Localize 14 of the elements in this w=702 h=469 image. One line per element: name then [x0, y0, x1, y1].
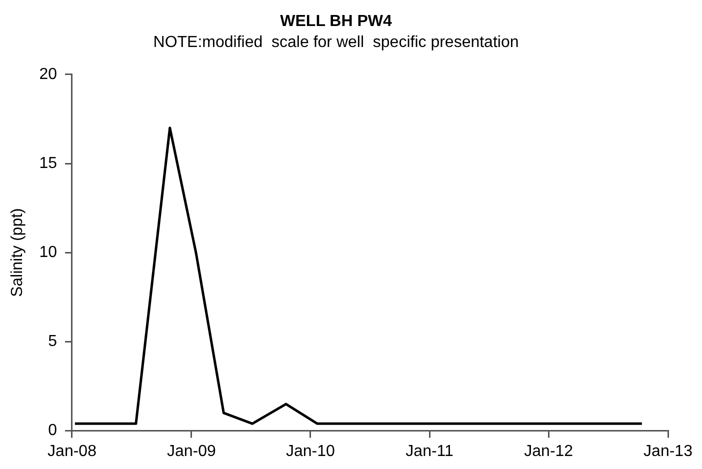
x-tick-label: Jan-11: [406, 442, 454, 460]
y-tick-label: 0: [48, 422, 58, 440]
y-tick-label: 15: [39, 154, 58, 172]
x-tick-label: Jan-13: [644, 442, 693, 460]
y-tick-label: 5: [48, 333, 58, 350]
x-tick-label: Jan-08: [48, 442, 97, 460]
x-tick-label: Jan-09: [166, 442, 216, 460]
y-tick-label: 10: [39, 244, 58, 262]
y-axis-title: Salinity (ppt): [9, 208, 26, 298]
chart-title: WELL BH PW4: [280, 13, 392, 30]
chart-subtitle: NOTE:modified scale for well specific presentation: [153, 34, 519, 52]
x-tick-label: Jan-12: [524, 442, 574, 460]
x-tick-label: Jan-10: [286, 442, 336, 460]
y-tick-label: 20: [39, 66, 58, 83]
